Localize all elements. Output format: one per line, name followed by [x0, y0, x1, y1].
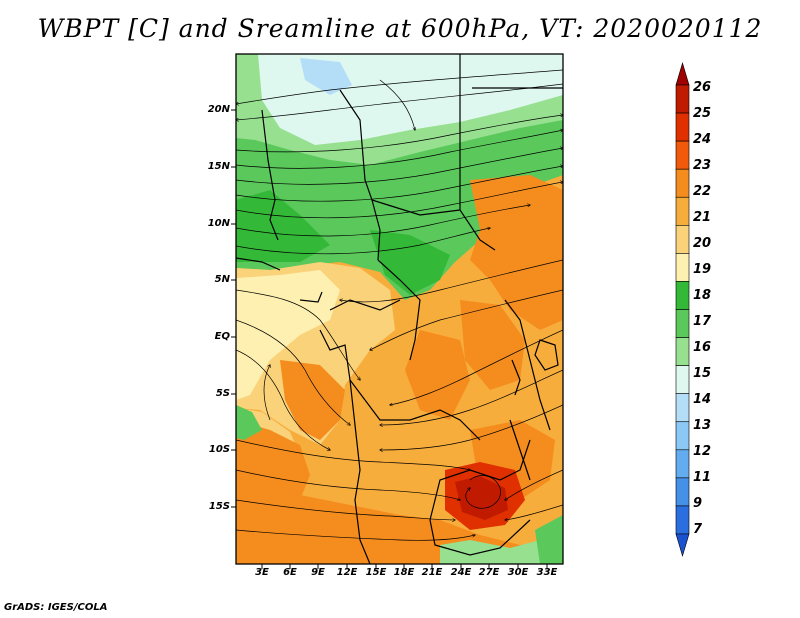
country-borders	[236, 54, 563, 564]
colorbar-segment	[675, 140, 690, 170]
lat-label: 5S	[215, 388, 230, 399]
lon-label: 9E	[311, 567, 325, 578]
colorbar-segment	[675, 365, 690, 394]
lon-label: 27E	[478, 567, 500, 578]
colorbar-segment	[675, 449, 690, 479]
lat-label: 20N	[207, 104, 230, 115]
colorbar-label: 24	[693, 132, 712, 147]
colorbar-label: 23	[693, 158, 712, 173]
colorbar-label: 22	[693, 184, 712, 199]
colorbar-label: 12	[693, 444, 712, 459]
lon-label: 18E	[393, 567, 415, 578]
colorbar-label: 16	[693, 340, 712, 355]
colorbar-segment	[675, 281, 690, 310]
colorbar-label: 26	[693, 80, 712, 95]
colorbar-segment	[675, 309, 690, 338]
colorbar-segment	[675, 337, 690, 366]
colorbar-segment	[675, 112, 690, 142]
colorbar-label: 9	[693, 496, 703, 511]
lon-label: 6E	[283, 567, 297, 578]
colorbar-segment	[675, 477, 690, 507]
streamlines	[236, 69, 563, 541]
lat-label: 10S	[208, 444, 230, 455]
colorbar-segment	[675, 533, 690, 558]
colorbar-label: 14	[693, 392, 712, 407]
lat-label: 15N	[207, 161, 230, 172]
colorbar-segment	[675, 393, 690, 423]
wbpt-shading	[236, 54, 563, 564]
axis-ticks	[231, 109, 548, 569]
colorbar	[675, 61, 690, 558]
colorbar-segment	[675, 225, 690, 254]
map-title: WBPT [C] and Sreamline at 600hPa, VT: 20…	[37, 14, 763, 43]
colorbar-label: 18	[693, 288, 712, 303]
colorbar-segment	[675, 505, 690, 535]
colorbar-segment	[675, 84, 690, 114]
lon-label: 30E	[507, 567, 529, 578]
lat-label: 5N	[214, 274, 230, 285]
lon-label: 33E	[536, 567, 558, 578]
lat-label: 10N	[207, 218, 230, 229]
lon-label: 12E	[336, 567, 358, 578]
colorbar-segment	[675, 168, 690, 198]
plot-frame	[235, 53, 564, 565]
colorbar-label: 11	[693, 470, 712, 485]
footer-credit: GrADS: IGES/COLA	[4, 602, 108, 613]
colorbar-label: 7	[693, 522, 703, 537]
colorbar-segment	[675, 61, 690, 86]
colorbar-label: 13	[693, 418, 712, 433]
colorbar-label: 20	[693, 236, 712, 251]
lon-label: 15E	[365, 567, 387, 578]
lat-label: EQ	[214, 331, 230, 342]
lat-label: 15S	[208, 501, 230, 512]
lon-label: 3E	[255, 567, 269, 578]
colorbar-segment	[675, 421, 690, 451]
colorbar-label: 21	[693, 210, 712, 225]
colorbar-segment	[675, 253, 690, 282]
colorbar-label: 19	[693, 262, 712, 277]
colorbar-label: 17	[693, 314, 712, 329]
colorbar-segment	[675, 196, 690, 226]
colorbar-label: 15	[693, 366, 712, 381]
colorbar-label: 25	[693, 106, 712, 121]
lon-label: 24E	[450, 567, 472, 578]
lon-label: 21E	[421, 567, 443, 578]
